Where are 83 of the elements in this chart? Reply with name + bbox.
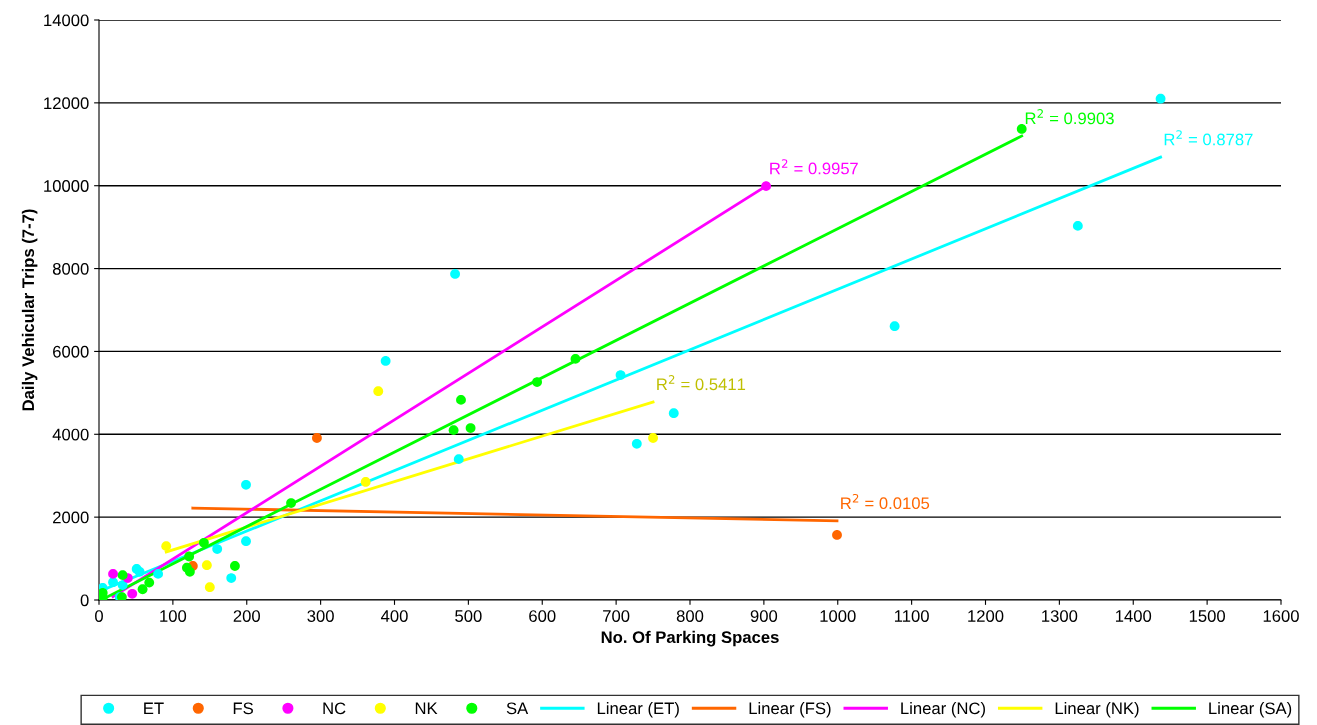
point (204, 582, 215, 593)
point (117, 580, 128, 590)
point (1155, 93, 1166, 104)
point (532, 377, 542, 387)
annotation: R$^{2}$ = 0.9957 (770, 159, 858, 175)
y-tick-label: 0 (80, 594, 89, 607)
point (450, 269, 460, 279)
x-tick-label: 800 (676, 610, 704, 622)
point (1072, 220, 1083, 231)
y-axis-title: Daily Vehicular Trips (7-7) (21, 209, 38, 411)
legend-label: Linear (SA) (1209, 702, 1292, 718)
x-tick-label: 400 (380, 610, 408, 622)
x-tick-label: 1600 (1263, 610, 1299, 622)
x-tick-label: 1000 (820, 610, 856, 622)
annotation: R$^{2}$ = 0.9903 (1025, 109, 1114, 125)
point (889, 321, 900, 332)
point (465, 423, 476, 433)
x-tick-label: 200 (233, 610, 260, 622)
x-tick-label: 900 (750, 610, 778, 622)
y-tick-label: 8000 (52, 262, 89, 275)
point (360, 477, 371, 487)
legend-label: NK (415, 702, 438, 715)
x-tick-label: 700 (603, 610, 630, 622)
point (184, 551, 195, 562)
point (241, 479, 251, 490)
x-tick-label: 600 (529, 610, 556, 622)
point (648, 433, 658, 443)
y-tick-label: 12000 (44, 97, 89, 110)
point (832, 530, 842, 540)
point (456, 394, 466, 405)
point (226, 573, 237, 583)
x-tick-label: 1500 (1189, 610, 1226, 622)
point (453, 454, 464, 465)
x-axis-title: No. Of Parking Spaces (601, 630, 779, 647)
point (241, 536, 251, 547)
x-tick-label: 1100 (894, 610, 929, 622)
x-tick-label: 1400 (1115, 610, 1152, 622)
legend-label: ET (144, 702, 164, 715)
y-tick-label: 2000 (53, 511, 89, 524)
point (761, 181, 771, 192)
point (144, 577, 155, 588)
annotation: R$^{2}$ = 0.8787 (1164, 130, 1253, 146)
point (380, 356, 391, 366)
point (201, 560, 212, 571)
y-tick-label: 14000 (44, 14, 89, 27)
annotation: R$^{2}$ = 0.0105 (841, 493, 930, 510)
point (127, 588, 138, 599)
legend-label: NC (323, 702, 346, 715)
point (212, 544, 223, 554)
legend-label: Linear (ET) (597, 702, 679, 718)
legend-label: Linear (NC) (901, 702, 985, 718)
legend-label: FS (233, 702, 253, 715)
point (631, 438, 642, 449)
point (615, 370, 626, 380)
point (373, 386, 384, 397)
y-tick-label: 6000 (53, 345, 89, 358)
annotation: R$^{2}$ = 0.5411 (657, 375, 746, 391)
x-tick-label: 100 (160, 610, 187, 622)
point (117, 570, 128, 581)
legend-label: Linear (NK) (1055, 702, 1139, 718)
point (1016, 124, 1027, 134)
point (668, 408, 679, 419)
point (570, 353, 581, 364)
x-tick-label: 0 (95, 610, 103, 622)
point (230, 561, 240, 571)
y-tick-label: 4000 (52, 428, 89, 441)
point (286, 498, 296, 508)
point (161, 541, 172, 552)
point (312, 433, 322, 443)
point (448, 425, 459, 436)
point (198, 537, 209, 548)
x-tick-label: 1300 (1042, 610, 1078, 622)
legend-label: Linear (FS) (749, 702, 831, 718)
point (137, 584, 148, 595)
y-tick-label: 10000 (44, 180, 89, 192)
point (184, 566, 195, 577)
legend-label: SA (506, 702, 529, 715)
x-tick-label: 300 (307, 610, 334, 622)
point (108, 568, 118, 579)
point (108, 577, 118, 588)
point (153, 568, 164, 579)
x-tick-label: 1200 (968, 610, 1004, 622)
x-tick-label: 500 (455, 610, 482, 622)
